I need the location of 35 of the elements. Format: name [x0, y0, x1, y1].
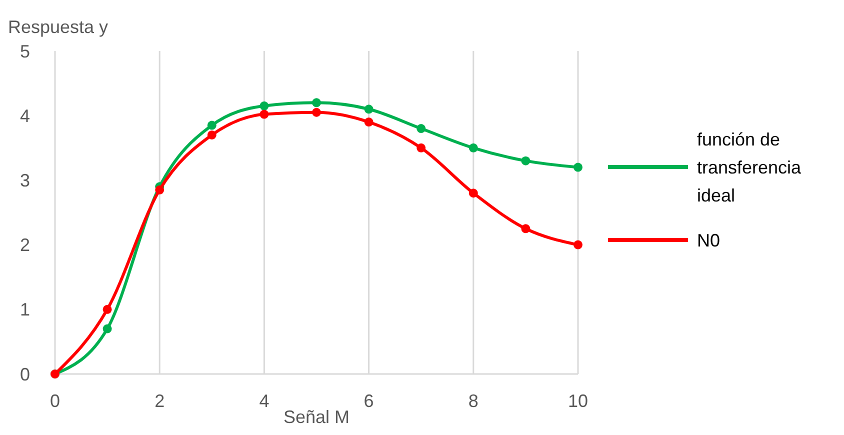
- x-tick-label: 2: [154, 391, 165, 411]
- y-tick-label: 4: [20, 106, 30, 126]
- point: [574, 162, 582, 172]
- point: [207, 120, 216, 130]
- y-tick-label: 2: [20, 235, 30, 256]
- point: [521, 156, 530, 166]
- x-tick-label: 8: [468, 391, 478, 411]
- point: [416, 124, 426, 134]
- point: [521, 224, 530, 234]
- x-tick-label: 6: [364, 391, 374, 411]
- y-tick-label: 3: [20, 170, 30, 190]
- x-tick-label: 0: [50, 391, 60, 411]
- point: [468, 188, 478, 198]
- point: [468, 143, 478, 152]
- point: [207, 130, 216, 140]
- legend-label: función de transferencia ideal: [697, 129, 802, 206]
- point: [312, 108, 321, 117]
- point: [260, 110, 269, 119]
- legend-label: N0: [697, 230, 720, 250]
- y-axis-title: Respuesta y: [8, 17, 108, 37]
- x-axis-title: Señal M: [283, 407, 350, 427]
- point: [312, 98, 321, 108]
- x-tick-label: 4: [259, 391, 270, 411]
- y-tick-label: 0: [20, 364, 30, 384]
- x-tick-label: 10: [568, 391, 588, 411]
- y-tick-label: 5: [20, 41, 30, 62]
- point: [260, 101, 269, 110]
- point: [102, 324, 112, 334]
- point: [364, 118, 374, 127]
- point: [574, 240, 582, 250]
- point: [416, 143, 426, 152]
- point: [102, 304, 112, 314]
- point: [155, 185, 164, 194]
- point: [364, 104, 374, 114]
- y-tick-label: 1: [20, 300, 30, 320]
